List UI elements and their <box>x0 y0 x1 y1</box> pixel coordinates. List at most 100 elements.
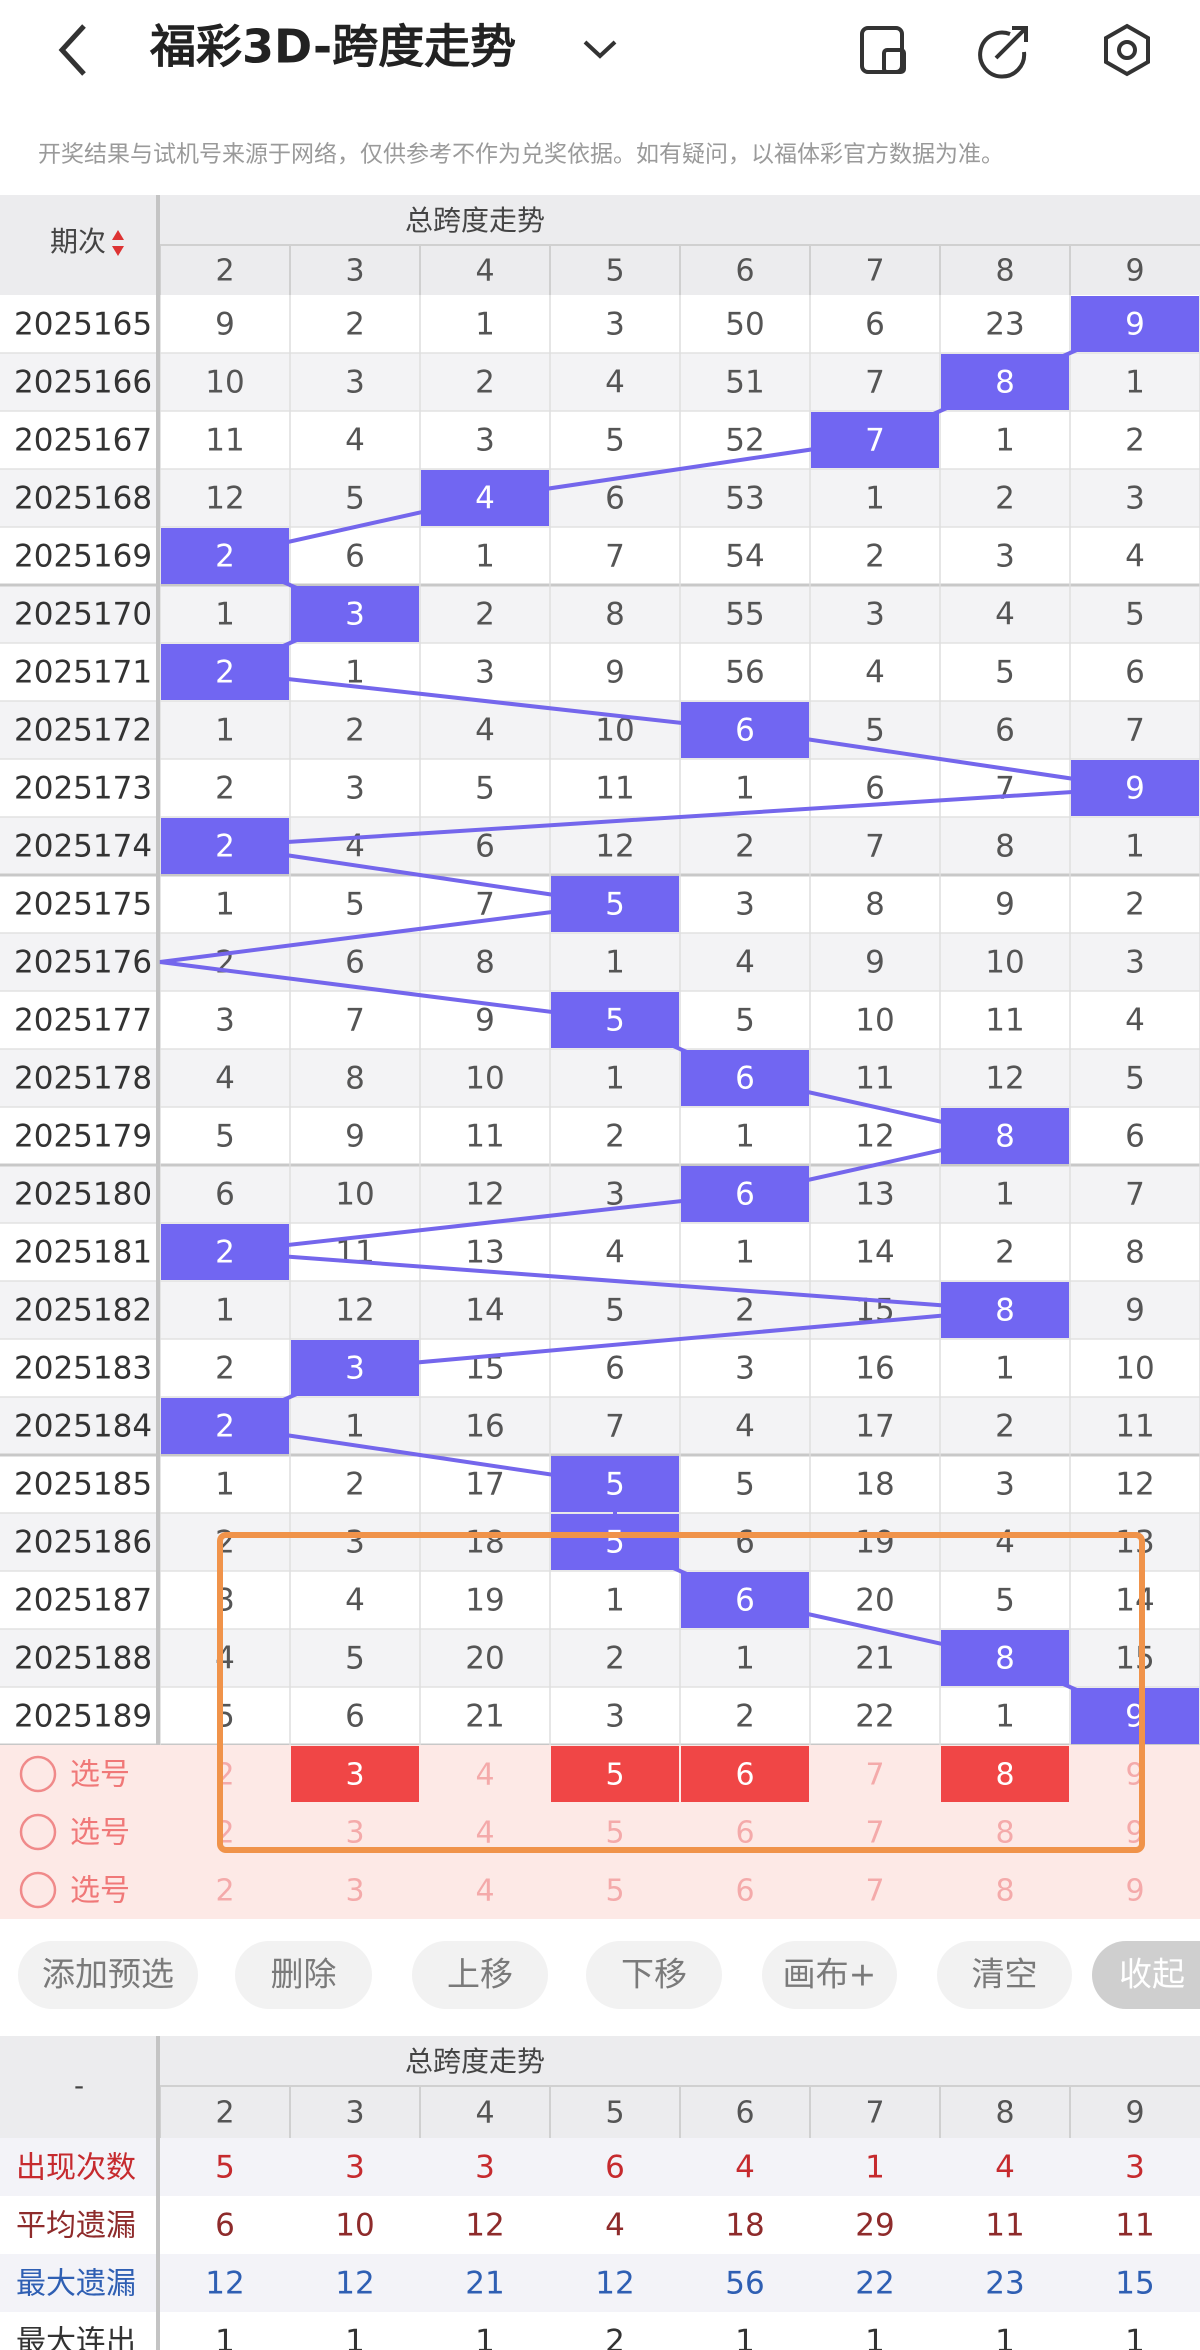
cell-value: 6 <box>865 771 885 807</box>
cell-value: 3 <box>345 1525 365 1561</box>
selection-number[interactable]: 3 <box>345 1874 364 1909</box>
selection-number[interactable]: 5 <box>605 1874 624 1909</box>
row-bg <box>0 585 1200 643</box>
stats-value: 3 <box>475 2150 495 2186</box>
cell-value: 18 <box>465 1525 504 1561</box>
action-button[interactable] <box>937 1941 1072 2009</box>
cell-value: 2 <box>345 713 365 749</box>
selection-number[interactable]: 8 <box>995 1816 1014 1851</box>
hit-cell <box>681 1050 809 1106</box>
sort-icon[interactable] <box>112 230 124 256</box>
stats-row-bg <box>0 2254 1200 2312</box>
selection-number[interactable]: 5 <box>605 1816 624 1851</box>
cell-value: 9 <box>215 307 235 343</box>
selection-number[interactable]: 7 <box>865 1758 884 1793</box>
stats-column-header: 6 <box>735 2096 754 2131</box>
selection-number[interactable]: 8 <box>995 1874 1014 1909</box>
period: 2025180 <box>14 1177 152 1213</box>
hit-cell <box>1071 296 1199 352</box>
selection-number[interactable]: 4 <box>475 1816 494 1851</box>
selection-number[interactable]: 9 <box>1125 1874 1144 1909</box>
device-icon[interactable] <box>860 26 906 74</box>
cell-value: 11 <box>855 1061 894 1097</box>
cell-value: 6 <box>345 1699 365 1735</box>
cell-value: 3 <box>475 655 495 691</box>
hit-value: 9 <box>1125 307 1145 343</box>
cell-value: 1 <box>475 539 495 575</box>
selection-number[interactable]: 6 <box>735 1816 754 1851</box>
cell-value: 2 <box>215 771 235 807</box>
selected-ball[interactable] <box>291 1746 419 1802</box>
cell-value: 3 <box>345 771 365 807</box>
cell-value: 8 <box>995 829 1015 865</box>
action-button[interactable] <box>235 1941 372 2009</box>
selection-number[interactable]: 7 <box>865 1816 884 1851</box>
select-radio[interactable] <box>19 1813 57 1851</box>
cell-value: 1 <box>605 1583 625 1619</box>
selection-number[interactable]: 3 <box>345 1816 364 1851</box>
cell-value: 12 <box>985 1061 1024 1097</box>
selection-number[interactable]: 6 <box>735 1874 754 1909</box>
title-dropdown[interactable] <box>583 40 617 59</box>
stats-value: 1 <box>995 2324 1015 2350</box>
selection-number[interactable]: 4 <box>475 1758 494 1793</box>
cell-value: 8 <box>865 887 885 923</box>
cell-value: 3 <box>1125 945 1145 981</box>
period: 2025181 <box>14 1235 152 1271</box>
cell-value: 4 <box>735 1409 755 1445</box>
selected-ball[interactable] <box>551 1746 679 1802</box>
cell-value: 17 <box>855 1409 894 1445</box>
action-button[interactable] <box>412 1941 548 2009</box>
stats-label: 平均遗漏 <box>16 2209 136 2244</box>
hit-cell <box>291 1340 419 1396</box>
cell-value: 1 <box>345 655 365 691</box>
period: 2025177 <box>14 1003 152 1039</box>
stats-value: 29 <box>855 2208 894 2244</box>
cell-value: 13 <box>465 1235 504 1271</box>
selected-ball[interactable] <box>681 1746 809 1802</box>
selection-number[interactable]: 2 <box>215 1874 234 1909</box>
hit-cell <box>551 1514 679 1570</box>
selection-label: 选号 <box>70 1874 130 1909</box>
selection-number[interactable]: 7 <box>865 1874 884 1909</box>
cell-value: 3 <box>605 307 625 343</box>
action-button[interactable] <box>762 1941 897 2009</box>
cell-value: 6 <box>995 713 1015 749</box>
cell-value: 4 <box>995 597 1015 633</box>
cell-value: 8 <box>475 945 495 981</box>
cell-value: 3 <box>605 1699 625 1735</box>
cell-value: 3 <box>1125 481 1145 517</box>
period: 2025176 <box>14 945 152 981</box>
column-header: 8 <box>995 254 1014 289</box>
cell-value: 1 <box>215 887 235 923</box>
hit-cell <box>161 1224 289 1280</box>
cell-value: 1 <box>215 1293 235 1329</box>
cell-value: 12 <box>205 481 244 517</box>
hit-cell <box>1071 760 1199 816</box>
cell-value: 5 <box>735 1003 755 1039</box>
cell-value: 14 <box>465 1293 504 1329</box>
cell-value: 8 <box>345 1061 365 1097</box>
cell-value: 11 <box>985 1003 1024 1039</box>
group-header: 总跨度走势 <box>405 204 545 237</box>
share-icon[interactable] <box>978 26 1028 79</box>
selected-ball[interactable] <box>941 1746 1069 1802</box>
select-radio[interactable] <box>19 1871 57 1909</box>
hit-value: 6 <box>735 1177 755 1213</box>
stats-column-header: 2 <box>215 2096 234 2131</box>
back-button[interactable] <box>58 24 86 76</box>
action-button[interactable] <box>586 1941 722 2009</box>
cell-value: 20 <box>855 1583 894 1619</box>
selection-number[interactable]: 4 <box>475 1874 494 1909</box>
settings-icon[interactable] <box>1104 23 1150 77</box>
cell-value: 4 <box>475 713 495 749</box>
cell-value: 10 <box>335 1177 374 1213</box>
hit-value: 4 <box>475 481 495 517</box>
action-button[interactable] <box>18 1941 198 2009</box>
cell-value: 21 <box>465 1699 504 1735</box>
stats-value: 21 <box>465 2266 504 2302</box>
action-button[interactable] <box>1092 1941 1200 2009</box>
stats-value: 3 <box>345 2150 365 2186</box>
select-radio[interactable] <box>19 1755 57 1793</box>
